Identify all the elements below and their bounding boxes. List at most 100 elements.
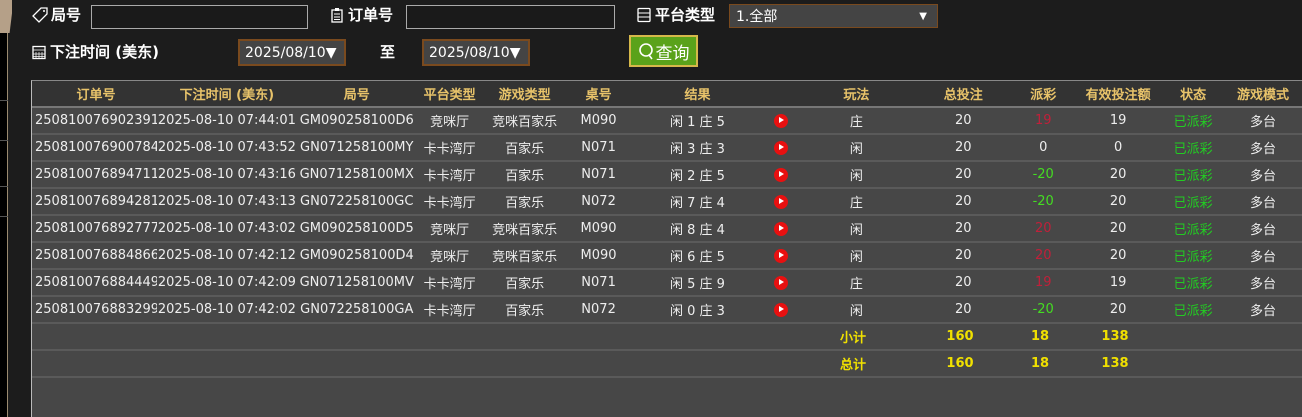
table-cell: 250810076900784 bbox=[35, 140, 157, 155]
subtotal-label: 小计 bbox=[839, 331, 866, 346]
replay-video-button[interactable] bbox=[764, 167, 798, 182]
replay-video-button[interactable] bbox=[764, 194, 798, 209]
column-header: 游戏类型 bbox=[498, 88, 551, 103]
total-total-bet: 160 bbox=[946, 356, 974, 371]
table-cell: 20 bbox=[1109, 194, 1127, 209]
table-cell: GN072258100GA bbox=[300, 302, 414, 317]
round-label: 局号 bbox=[32, 4, 81, 25]
table-cell: 20 bbox=[955, 248, 972, 263]
column-header: 桌号 bbox=[585, 88, 612, 103]
table-cell: 卡卡湾厅 bbox=[423, 142, 476, 157]
replay-video-button[interactable] bbox=[764, 140, 798, 155]
table-cell: 竞咪厅 bbox=[430, 223, 470, 238]
table-cell: M090 bbox=[580, 221, 617, 236]
query-button[interactable]: 查询 bbox=[629, 35, 698, 67]
table-cell: 20 bbox=[955, 221, 972, 236]
replay-video-button[interactable] bbox=[764, 275, 798, 290]
table-cell: 已派彩 bbox=[1173, 169, 1213, 184]
play-icon bbox=[774, 140, 789, 155]
date-from-select[interactable]: 2025/08/10 ▼ bbox=[238, 39, 346, 66]
table-cell: 闲 bbox=[849, 223, 863, 238]
table-cell: GM090258100D5 bbox=[299, 221, 414, 236]
table-cell: 闲 2 庄 5 bbox=[670, 169, 725, 184]
table-cell: 20 bbox=[1109, 221, 1127, 236]
table-row: 250810076894711 2025-08-10 07:43:16 GN0712… bbox=[32, 162, 1302, 189]
table-cell: 2025-08-10 07:42:09 bbox=[157, 275, 296, 290]
table-cell: 闲 bbox=[849, 169, 863, 184]
platform-label: 平台类型 bbox=[636, 4, 715, 25]
to-label: 至 bbox=[380, 43, 396, 61]
table-cell: 250810076884449 bbox=[35, 275, 157, 290]
column-header: 状态 bbox=[1180, 88, 1207, 103]
table-cell: 20 bbox=[1034, 221, 1052, 236]
table-cell: 多台 bbox=[1250, 169, 1277, 184]
platform-select[interactable]: 1.全部 ▼ bbox=[729, 4, 938, 28]
table-cell: 闲 8 庄 4 bbox=[670, 223, 725, 238]
subtotal-row: 小计 160 18 138 bbox=[32, 324, 1302, 351]
table-cell: 0 bbox=[1039, 140, 1048, 155]
table-cell: 250810076902391 bbox=[35, 113, 157, 128]
table-cell: 20 bbox=[955, 167, 972, 182]
replay-video-button[interactable] bbox=[764, 221, 798, 236]
table-cell: 多台 bbox=[1250, 196, 1277, 211]
date-to-select[interactable]: 2025/08/10 ▼ bbox=[422, 39, 530, 66]
table-cell: 多台 bbox=[1250, 142, 1277, 157]
column-header: 总投注 bbox=[943, 88, 983, 103]
table-cell: -20 bbox=[1032, 302, 1054, 317]
table-cell: 闲 bbox=[849, 250, 863, 265]
replay-video-button[interactable] bbox=[764, 248, 798, 263]
table-cell: 闲 bbox=[849, 142, 863, 157]
table-cell: 闲 7 庄 4 bbox=[670, 196, 725, 211]
table-cell: 百家乐 bbox=[505, 196, 545, 211]
table-header: 订单号 下注时间 (美东) 局号 平台类型 游戏类型 桌号 结果 玩法 总投注 派彩 有效投注额 状态… bbox=[32, 81, 1302, 108]
play-icon bbox=[774, 275, 789, 290]
table-cell: 闲 1 庄 5 bbox=[670, 115, 725, 130]
table-row: 250810076900784 2025-08-10 07:43:52 GN0712… bbox=[32, 135, 1302, 162]
table-cell: GN071258100MY bbox=[300, 140, 414, 155]
table-cell: 多台 bbox=[1250, 250, 1277, 265]
table-row: 250810076884866 2025-08-10 07:42:12 GM0902… bbox=[32, 243, 1302, 270]
table-cell: GM090258100D4 bbox=[299, 248, 414, 263]
replay-video-button[interactable] bbox=[764, 302, 798, 317]
total-row: 总计 160 18 138 bbox=[32, 351, 1302, 378]
play-icon bbox=[774, 248, 789, 263]
time-label: 下注时间 (美东) bbox=[31, 41, 159, 62]
column-header: 派彩 bbox=[1030, 88, 1057, 103]
column-header: 结果 bbox=[684, 88, 711, 103]
table-cell: 闲 6 庄 5 bbox=[670, 250, 725, 265]
column-header: 下注时间 (美东) bbox=[179, 88, 275, 103]
table-cell: 250810076894711 bbox=[35, 167, 157, 182]
replay-video-button[interactable] bbox=[764, 113, 798, 128]
subtotal-valid-bet: 138 bbox=[1101, 329, 1129, 344]
table-cell: 250810076894281 bbox=[35, 194, 157, 209]
table-cell: 百家乐 bbox=[505, 304, 545, 319]
order-input[interactable] bbox=[406, 5, 615, 29]
table-cell: 闲 bbox=[849, 304, 863, 319]
table-cell: 20 bbox=[1034, 248, 1052, 263]
table-cell: 竞咪百家乐 bbox=[492, 250, 558, 265]
play-icon bbox=[774, 194, 789, 209]
subtotal-payout: 18 bbox=[1030, 329, 1050, 344]
table-row: 250810076894281 2025-08-10 07:43:13 GN0722… bbox=[32, 189, 1302, 216]
bet-records-table: 订单号 下注时间 (美东) 局号 平台类型 游戏类型 桌号 结果 玩法 总投注 派彩 有效投注额 状态… bbox=[31, 80, 1302, 417]
search-icon bbox=[638, 43, 653, 60]
table-cell: 闲 0 庄 3 bbox=[670, 304, 725, 319]
order-label: 订单号 bbox=[329, 4, 393, 25]
table-cell: GM090258100D6 bbox=[299, 113, 414, 128]
round-input[interactable] bbox=[91, 5, 308, 29]
table-cell: 多台 bbox=[1250, 223, 1277, 238]
play-icon bbox=[774, 302, 789, 317]
table-cell: -20 bbox=[1032, 194, 1054, 209]
table-cell: 竞咪厅 bbox=[430, 250, 470, 265]
table-cell: 庄 bbox=[849, 115, 863, 130]
table-cell: 0 bbox=[1114, 140, 1123, 155]
table-cell: 竞咪百家乐 bbox=[492, 115, 558, 130]
table-cell: 多台 bbox=[1250, 115, 1277, 130]
table-cell: 已派彩 bbox=[1173, 115, 1213, 130]
table-cell: 竞咪厅 bbox=[430, 115, 470, 130]
table-cell: M090 bbox=[580, 113, 617, 128]
table-cell: 已派彩 bbox=[1173, 196, 1213, 211]
table-cell: 已派彩 bbox=[1173, 304, 1213, 319]
table-cell: N071 bbox=[581, 140, 616, 155]
chevron-down-icon: ▼ bbox=[509, 44, 521, 61]
